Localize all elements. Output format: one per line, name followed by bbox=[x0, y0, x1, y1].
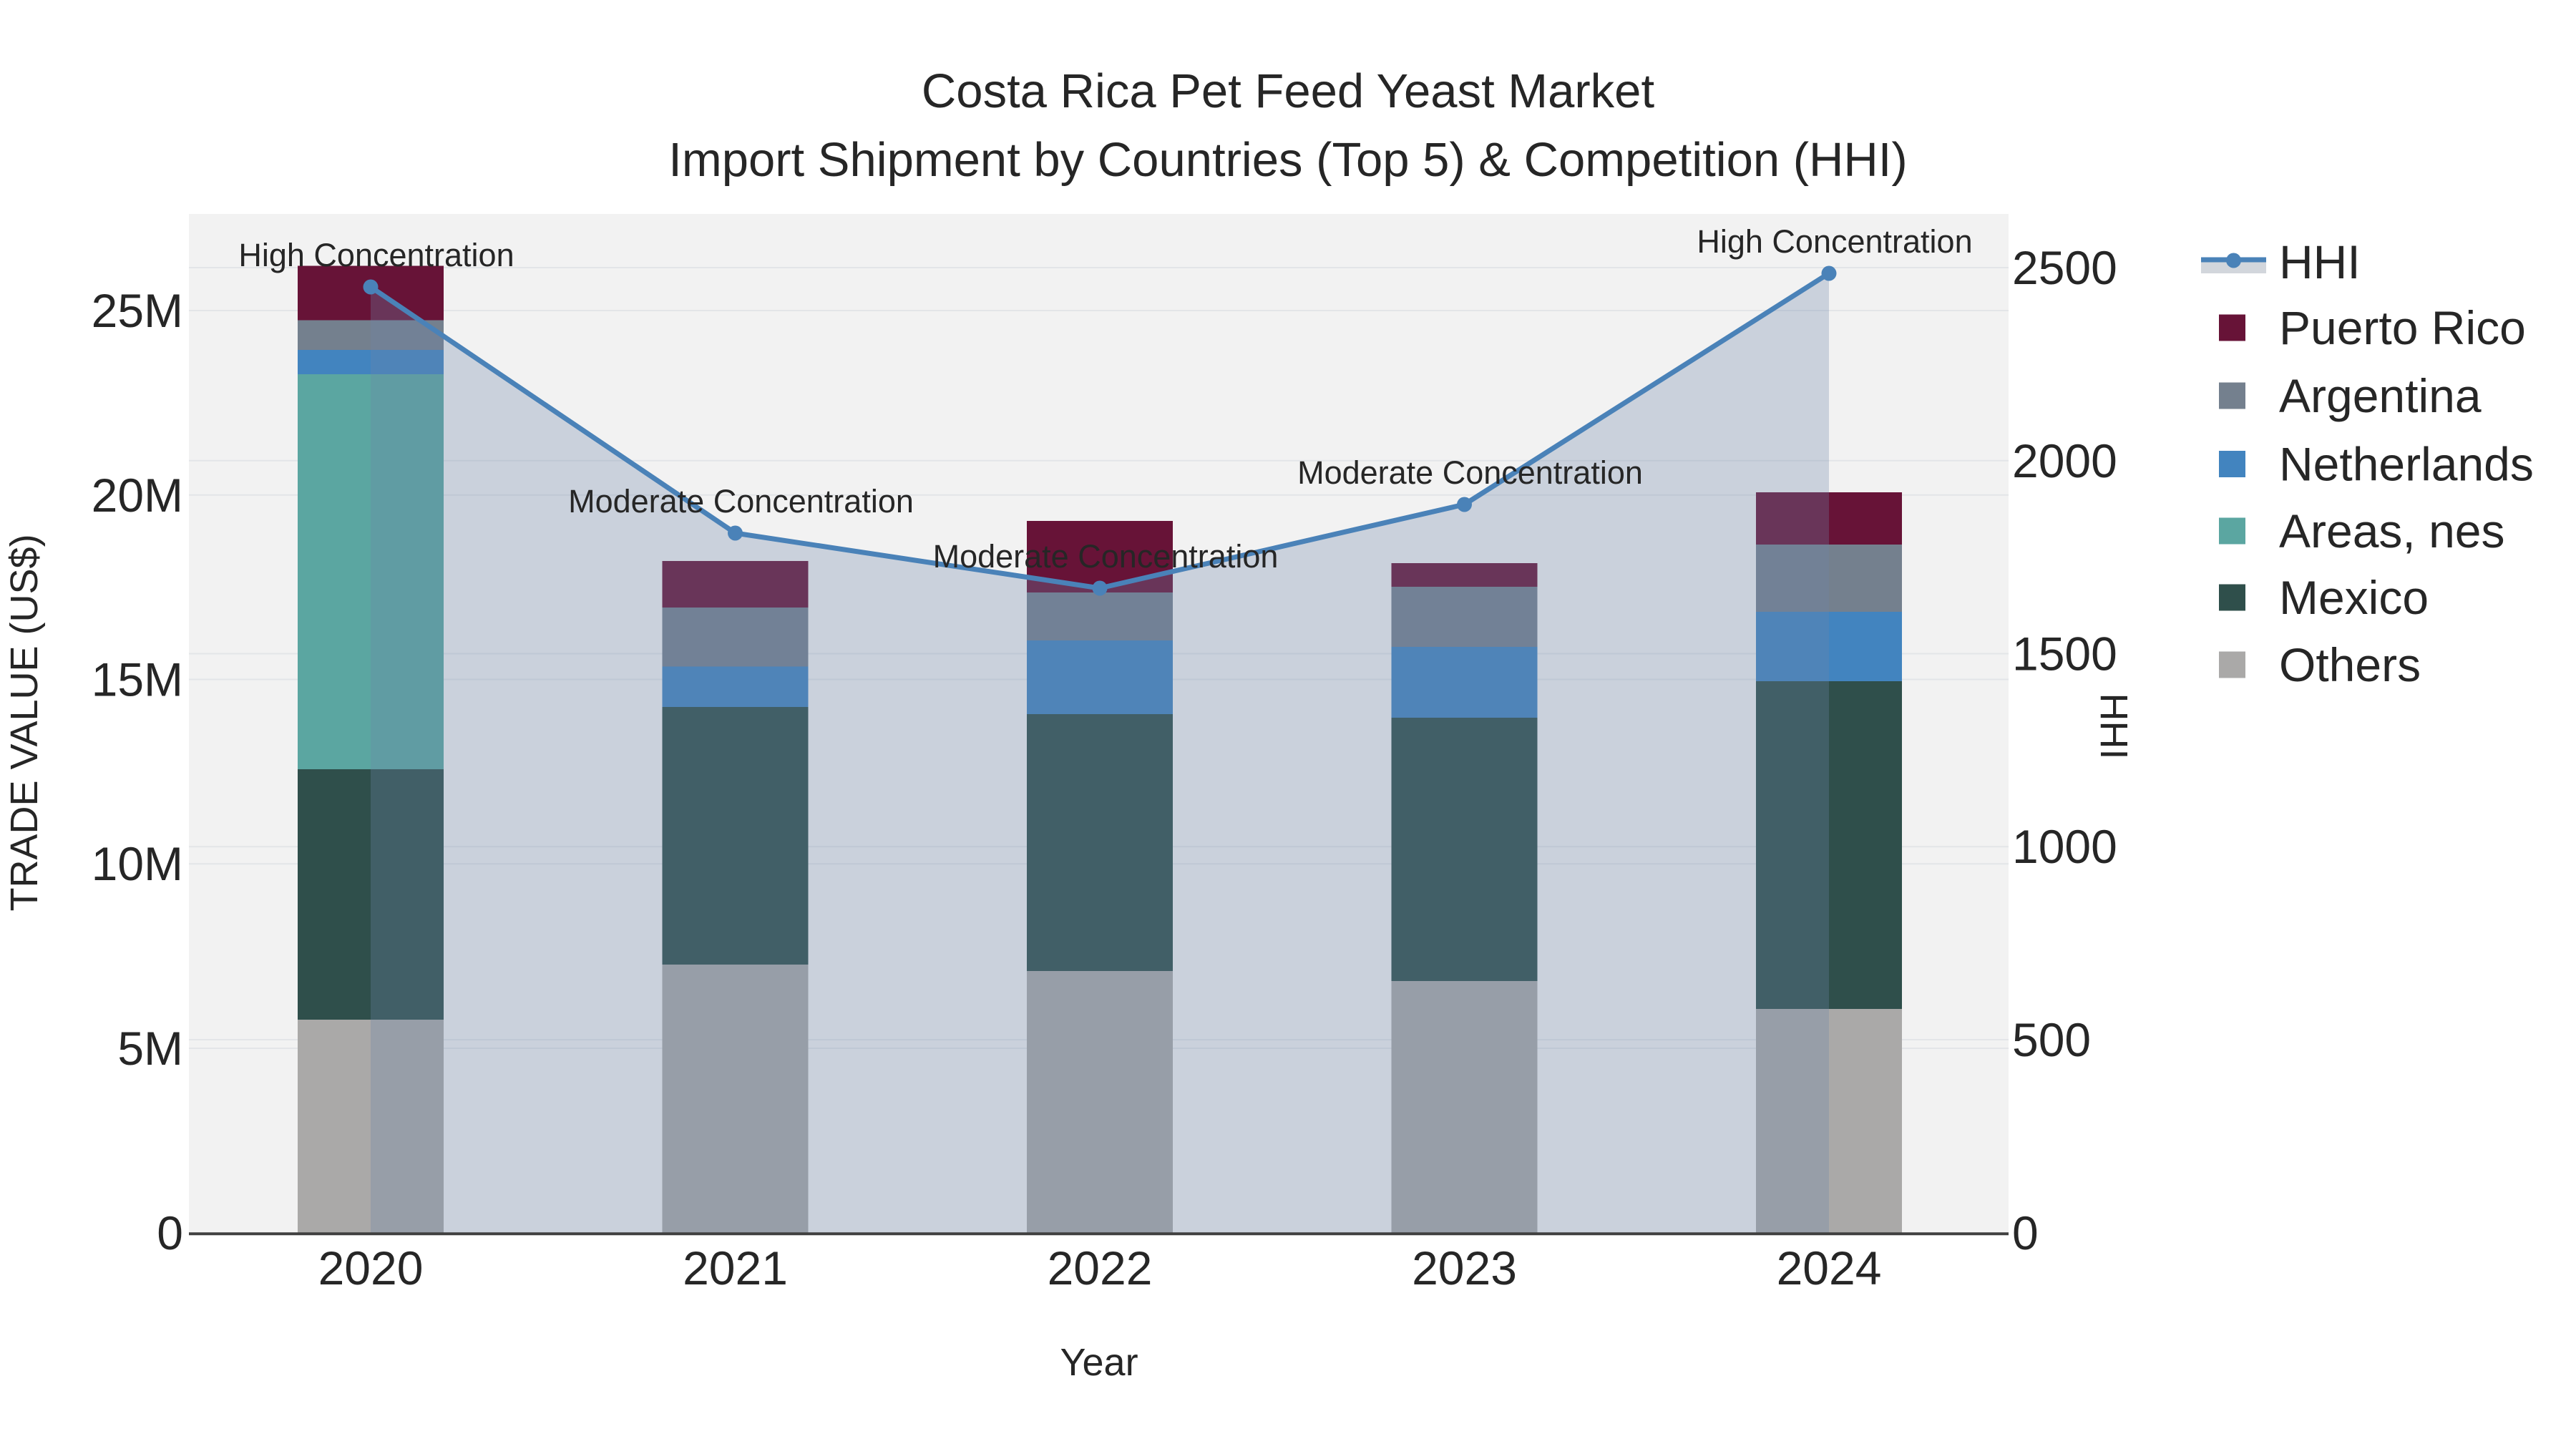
svg-text:2024: 2024 bbox=[1777, 1241, 1882, 1294]
svg-text:10M: 10M bbox=[92, 837, 183, 890]
svg-text:Import Shipment by Countries (: Import Shipment by Countries (Top 5) & C… bbox=[668, 133, 1907, 187]
svg-text:High Concentration: High Concentration bbox=[1697, 223, 1972, 260]
svg-text:1500: 1500 bbox=[2012, 628, 2117, 680]
svg-text:2022: 2022 bbox=[1048, 1241, 1153, 1294]
svg-text:2020: 2020 bbox=[318, 1241, 424, 1294]
svg-text:25M: 25M bbox=[92, 284, 183, 337]
svg-text:2023: 2023 bbox=[1412, 1241, 1517, 1294]
svg-text:Argentina: Argentina bbox=[2279, 369, 2482, 422]
svg-text:Moderate Concentration: Moderate Concentration bbox=[933, 538, 1279, 575]
svg-text:0: 0 bbox=[2012, 1206, 2039, 1259]
svg-text:Mexico: Mexico bbox=[2279, 571, 2429, 624]
svg-text:Puerto Rico: Puerto Rico bbox=[2279, 301, 2526, 354]
svg-text:HHI: HHI bbox=[2092, 693, 2135, 760]
svg-text:0: 0 bbox=[157, 1206, 183, 1259]
svg-text:2021: 2021 bbox=[683, 1241, 788, 1294]
svg-text:Year: Year bbox=[1060, 1341, 1138, 1384]
svg-text:TRADE VALUE (US$): TRADE VALUE (US$) bbox=[3, 534, 46, 911]
svg-text:High Concentration: High Concentration bbox=[238, 237, 514, 273]
svg-text:Moderate Concentration: Moderate Concentration bbox=[568, 483, 914, 519]
svg-text:20M: 20M bbox=[92, 469, 183, 522]
svg-text:2500: 2500 bbox=[2012, 241, 2117, 294]
svg-text:Others: Others bbox=[2279, 638, 2421, 691]
svg-text:Areas, nes: Areas, nes bbox=[2279, 504, 2505, 557]
svg-text:1000: 1000 bbox=[2012, 820, 2117, 873]
svg-text:Costa Rica Pet Feed Yeast Mark: Costa Rica Pet Feed Yeast Market bbox=[922, 64, 1655, 118]
svg-text:500: 500 bbox=[2012, 1013, 2091, 1066]
svg-text:15M: 15M bbox=[92, 653, 183, 706]
svg-text:Moderate Concentration: Moderate Concentration bbox=[1297, 454, 1643, 491]
svg-text:5M: 5M bbox=[117, 1022, 183, 1075]
svg-text:Netherlands: Netherlands bbox=[2279, 438, 2534, 491]
svg-text:2000: 2000 bbox=[2012, 434, 2117, 487]
svg-text:HHI: HHI bbox=[2279, 235, 2361, 288]
